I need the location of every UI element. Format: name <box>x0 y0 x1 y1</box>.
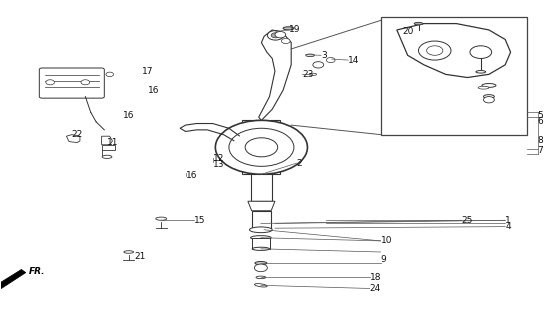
Circle shape <box>281 38 290 44</box>
Bar <box>252 211 271 230</box>
Text: 6: 6 <box>538 117 543 126</box>
Circle shape <box>254 264 268 272</box>
Text: 22: 22 <box>72 130 83 139</box>
Text: 4: 4 <box>505 222 511 231</box>
Bar <box>381 17 527 135</box>
Circle shape <box>418 41 451 60</box>
Circle shape <box>426 46 443 55</box>
Text: 16: 16 <box>123 111 135 120</box>
Bar <box>252 238 270 249</box>
Ellipse shape <box>156 217 167 220</box>
Text: 5: 5 <box>538 111 543 120</box>
Polygon shape <box>0 269 26 288</box>
Circle shape <box>484 97 494 103</box>
Text: 8: 8 <box>538 136 543 146</box>
Text: FR.: FR. <box>28 267 45 276</box>
Polygon shape <box>259 30 291 120</box>
Text: 23: 23 <box>302 70 313 79</box>
Polygon shape <box>248 201 275 211</box>
Ellipse shape <box>484 95 494 99</box>
Circle shape <box>229 128 294 166</box>
Ellipse shape <box>476 70 486 73</box>
Ellipse shape <box>251 236 271 240</box>
Ellipse shape <box>254 284 267 287</box>
Ellipse shape <box>250 227 272 233</box>
Text: 24: 24 <box>370 284 381 293</box>
Ellipse shape <box>414 22 423 25</box>
Polygon shape <box>397 24 511 77</box>
Text: 7: 7 <box>538 146 543 155</box>
Circle shape <box>215 120 307 174</box>
Polygon shape <box>67 135 80 142</box>
Text: 15: 15 <box>194 216 205 225</box>
Circle shape <box>245 138 278 157</box>
Circle shape <box>271 33 280 38</box>
Circle shape <box>106 72 114 76</box>
Text: 1: 1 <box>505 216 511 225</box>
Text: 12: 12 <box>212 154 224 163</box>
Ellipse shape <box>283 27 294 30</box>
Ellipse shape <box>256 276 266 279</box>
Text: 25: 25 <box>462 216 473 225</box>
Ellipse shape <box>306 54 314 57</box>
Text: 19: 19 <box>288 25 300 35</box>
Ellipse shape <box>309 73 317 76</box>
Text: 16: 16 <box>147 86 159 95</box>
Circle shape <box>313 62 324 68</box>
Ellipse shape <box>252 247 270 251</box>
Text: 11: 11 <box>107 138 118 147</box>
Circle shape <box>46 80 55 85</box>
Ellipse shape <box>255 261 267 265</box>
Circle shape <box>470 46 491 59</box>
Circle shape <box>327 58 335 63</box>
Text: 13: 13 <box>212 160 224 169</box>
Ellipse shape <box>482 84 496 87</box>
Text: 21: 21 <box>134 252 145 261</box>
Circle shape <box>275 32 286 38</box>
Polygon shape <box>102 136 112 145</box>
Text: 9: 9 <box>381 255 387 264</box>
Ellipse shape <box>124 251 134 253</box>
Ellipse shape <box>102 155 112 158</box>
Text: 18: 18 <box>370 273 381 282</box>
Circle shape <box>268 31 283 40</box>
Text: 2: 2 <box>296 159 302 168</box>
Bar <box>102 145 115 150</box>
Circle shape <box>81 80 90 85</box>
Text: 16: 16 <box>186 172 197 180</box>
Ellipse shape <box>478 86 489 89</box>
Text: 3: 3 <box>321 51 327 60</box>
Text: 10: 10 <box>381 236 392 245</box>
Text: 20: 20 <box>402 27 414 36</box>
Text: 17: 17 <box>142 67 154 76</box>
Text: 14: 14 <box>348 56 359 65</box>
Bar <box>242 120 280 174</box>
FancyBboxPatch shape <box>39 68 104 98</box>
Bar <box>251 174 272 201</box>
